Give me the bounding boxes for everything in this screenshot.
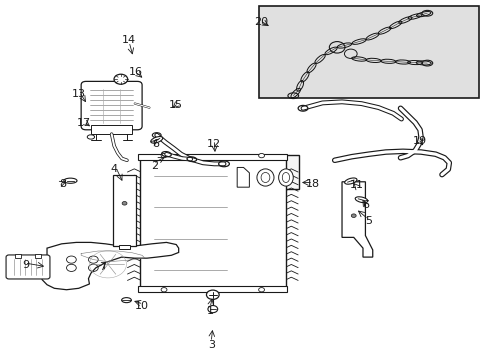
Bar bbox=[140, 158, 285, 288]
Bar bbox=[233, 155, 299, 189]
Text: 19: 19 bbox=[412, 136, 426, 145]
Text: 6: 6 bbox=[152, 139, 159, 149]
Text: 3: 3 bbox=[207, 340, 214, 350]
Ellipse shape bbox=[150, 136, 163, 143]
Text: 7: 7 bbox=[100, 262, 106, 272]
Text: 6: 6 bbox=[361, 200, 368, 210]
Text: 12: 12 bbox=[207, 139, 221, 149]
Text: 15: 15 bbox=[169, 100, 183, 110]
Text: 16: 16 bbox=[128, 67, 142, 77]
Text: 8: 8 bbox=[60, 179, 66, 189]
Text: 14: 14 bbox=[121, 35, 135, 45]
Bar bbox=[91, 125, 132, 134]
Ellipse shape bbox=[64, 178, 77, 183]
Text: 11: 11 bbox=[349, 180, 363, 190]
Circle shape bbox=[350, 214, 355, 217]
Bar bbox=[15, 254, 20, 258]
Bar bbox=[138, 286, 287, 292]
Ellipse shape bbox=[354, 197, 367, 203]
Text: 5: 5 bbox=[365, 216, 371, 226]
Bar bbox=[119, 245, 130, 249]
Text: 1: 1 bbox=[206, 306, 213, 316]
FancyBboxPatch shape bbox=[81, 81, 142, 130]
Circle shape bbox=[206, 290, 219, 300]
Bar bbox=[259, 6, 478, 98]
Text: 4: 4 bbox=[110, 164, 118, 174]
Bar bbox=[35, 254, 41, 258]
Circle shape bbox=[258, 288, 264, 292]
Text: 13: 13 bbox=[72, 89, 85, 99]
Circle shape bbox=[122, 202, 127, 205]
Text: 10: 10 bbox=[135, 301, 149, 311]
Ellipse shape bbox=[278, 169, 293, 186]
Ellipse shape bbox=[122, 298, 131, 303]
Circle shape bbox=[207, 306, 217, 313]
Polygon shape bbox=[237, 167, 249, 187]
Polygon shape bbox=[341, 182, 372, 257]
Text: 18: 18 bbox=[305, 179, 319, 189]
Text: 20: 20 bbox=[254, 17, 268, 27]
Circle shape bbox=[114, 74, 127, 84]
FancyBboxPatch shape bbox=[6, 255, 50, 279]
Circle shape bbox=[258, 153, 264, 158]
Ellipse shape bbox=[87, 135, 94, 139]
Text: 9: 9 bbox=[22, 260, 30, 270]
Circle shape bbox=[161, 288, 166, 292]
Ellipse shape bbox=[256, 169, 273, 186]
Circle shape bbox=[161, 153, 166, 158]
Polygon shape bbox=[41, 242, 178, 290]
Text: 2: 2 bbox=[150, 161, 158, 171]
Ellipse shape bbox=[344, 178, 356, 184]
Text: 17: 17 bbox=[76, 118, 90, 128]
Bar bbox=[138, 154, 287, 160]
Bar bbox=[113, 175, 136, 246]
